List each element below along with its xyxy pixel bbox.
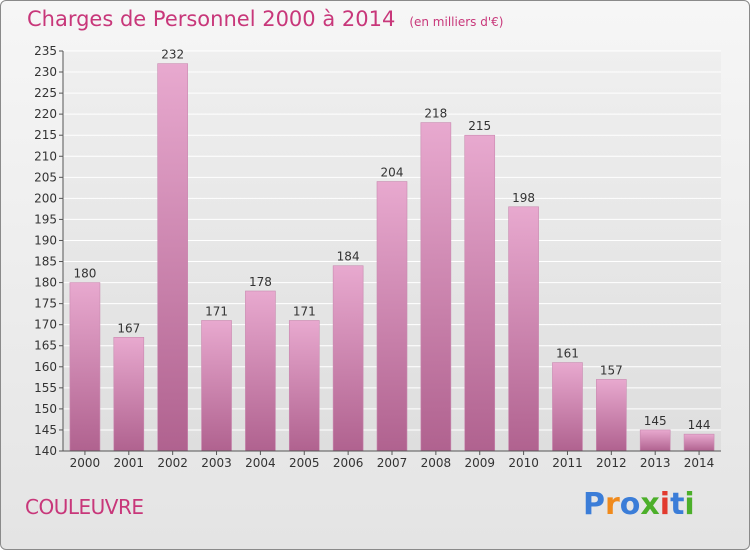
y-tick-label: 140 bbox=[34, 444, 57, 458]
x-axis: 2000 2001 2002 2003 2004 2005 2006 2007 2008 2009… bbox=[63, 450, 721, 470]
y-tick-label: 145 bbox=[34, 423, 57, 437]
bars: 180 167 232 171 178 171 184 204 218 215 198 161 157 1… bbox=[69, 48, 715, 452]
y-tick-label: 230 bbox=[34, 65, 57, 79]
x-tick-label: 2006 bbox=[333, 456, 364, 470]
logo-letter: t bbox=[670, 487, 685, 522]
y-tick-label: 170 bbox=[34, 318, 57, 332]
x-tick-label: 2001 bbox=[114, 456, 145, 470]
data-label: 145 bbox=[644, 414, 667, 428]
proxiti-logo[interactable]: Proxiti bbox=[583, 487, 695, 522]
y-tick-label: 190 bbox=[34, 233, 57, 247]
data-label: 215 bbox=[468, 119, 491, 133]
x-tick-label: 2004 bbox=[245, 456, 276, 470]
bar-2000 bbox=[69, 282, 101, 452]
data-label: 144 bbox=[688, 418, 711, 432]
y-axis: 140 145 150 155 160 165 170 175 180 185 190 195 200 2… bbox=[34, 44, 64, 458]
y-tick-label: 215 bbox=[34, 128, 57, 142]
logo-letter: x bbox=[640, 487, 660, 522]
bar-2006 bbox=[332, 265, 364, 452]
y-tick-label: 200 bbox=[34, 191, 57, 205]
y-tick-label: 175 bbox=[34, 297, 57, 311]
logo-letter: i bbox=[659, 487, 671, 522]
bar-2010 bbox=[508, 206, 539, 452]
x-tick-label: 2009 bbox=[464, 456, 495, 470]
data-label: 167 bbox=[117, 321, 140, 335]
x-tick-label: 2011 bbox=[552, 456, 583, 470]
data-label: 178 bbox=[249, 275, 272, 289]
logo-letter: o bbox=[619, 487, 641, 522]
x-tick-label: 2007 bbox=[377, 456, 408, 470]
bar-2004 bbox=[245, 290, 276, 452]
bar-2008 bbox=[420, 122, 452, 452]
x-tick-label: 2005 bbox=[289, 456, 320, 470]
y-tick-label: 160 bbox=[34, 360, 57, 374]
y-tick-label: 195 bbox=[34, 212, 57, 226]
y-tick-label: 185 bbox=[34, 255, 57, 269]
x-tick-label: 2014 bbox=[684, 456, 715, 470]
x-tick-label: 2002 bbox=[157, 456, 188, 470]
x-tick-label: 2000 bbox=[70, 456, 101, 470]
bar-2005 bbox=[288, 320, 320, 452]
chart-title: Charges de Personnel 2000 à 2014 (en mill… bbox=[27, 7, 503, 31]
x-tick-label: 2013 bbox=[640, 456, 671, 470]
y-tick-label: 205 bbox=[34, 170, 57, 184]
data-label: 171 bbox=[205, 304, 228, 318]
y-tick-label: 180 bbox=[34, 276, 57, 290]
x-tick-label: 2012 bbox=[596, 456, 627, 470]
bar-2012 bbox=[596, 379, 627, 452]
bar-2003 bbox=[201, 320, 232, 452]
data-label: 218 bbox=[424, 107, 447, 121]
chart-title-text: Charges de Personnel 2000 à 2014 bbox=[27, 7, 396, 31]
y-tick-label: 165 bbox=[34, 339, 57, 353]
y-tick-label: 210 bbox=[34, 149, 57, 163]
data-label: 232 bbox=[161, 48, 184, 62]
y-tick-label: 225 bbox=[34, 86, 57, 100]
commune-name: COULEUVRE bbox=[25, 495, 144, 519]
x-tick-label: 2008 bbox=[421, 456, 452, 470]
bar-2011 bbox=[552, 362, 583, 452]
bar-2007 bbox=[376, 181, 408, 452]
data-label: 204 bbox=[381, 166, 404, 180]
chart-subtitle: (en milliers d'€) bbox=[409, 15, 504, 29]
y-tick-label: 155 bbox=[34, 381, 57, 395]
logo-letter: P bbox=[583, 487, 605, 522]
y-tick-label: 220 bbox=[34, 107, 57, 121]
data-label: 161 bbox=[556, 347, 579, 361]
logo-letter: r bbox=[605, 487, 620, 522]
bar-2001 bbox=[113, 337, 145, 452]
y-tick-label: 150 bbox=[34, 402, 57, 416]
bar-2002 bbox=[157, 63, 188, 452]
bar-2009 bbox=[464, 134, 496, 452]
data-label: 171 bbox=[293, 304, 316, 318]
data-label: 157 bbox=[600, 363, 623, 377]
y-tick-label: 235 bbox=[34, 44, 57, 58]
data-label: 198 bbox=[512, 191, 535, 205]
data-label: 184 bbox=[337, 250, 360, 264]
x-tick-label: 2010 bbox=[508, 456, 539, 470]
logo-letter: i bbox=[684, 487, 695, 522]
x-tick-label: 2003 bbox=[201, 456, 232, 470]
bar-2013 bbox=[639, 429, 671, 452]
bar-2014 bbox=[683, 433, 715, 452]
data-label: 180 bbox=[73, 267, 96, 281]
